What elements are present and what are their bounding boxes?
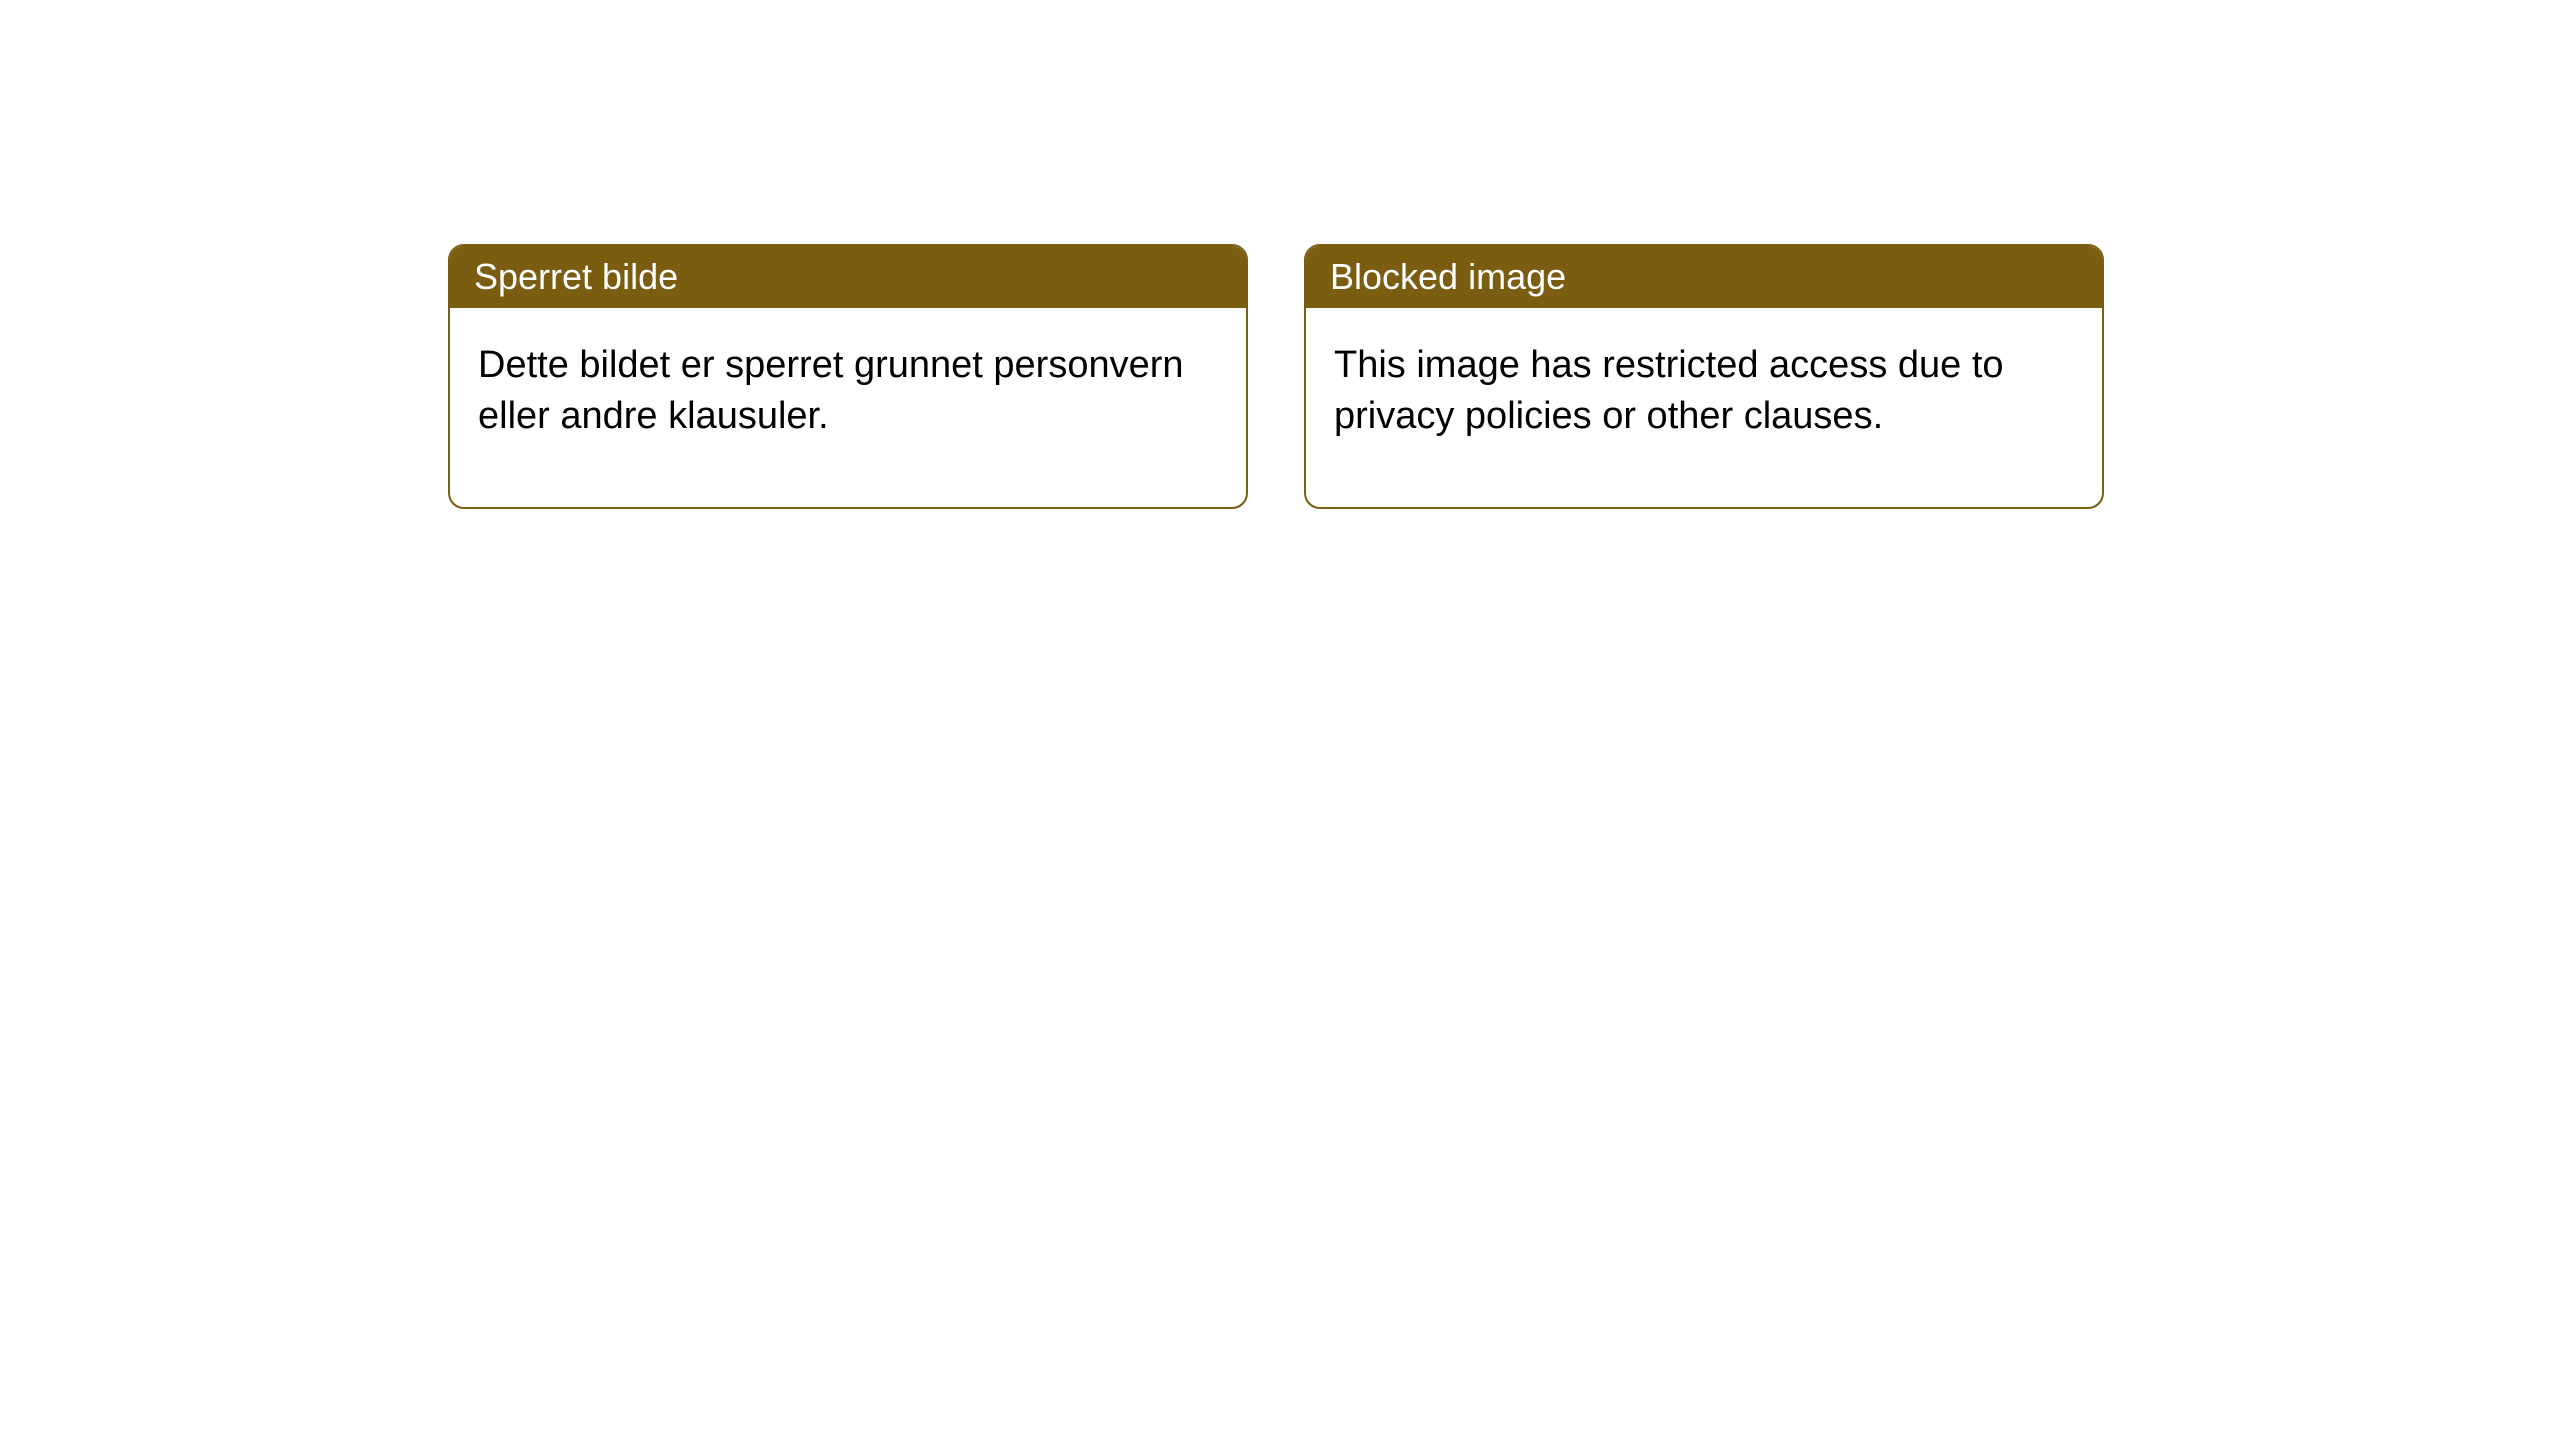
card-header: Blocked image	[1306, 246, 2102, 308]
notice-container: Sperret bilde Dette bildet er sperret gr…	[448, 244, 2104, 509]
notice-card-norwegian: Sperret bilde Dette bildet er sperret gr…	[448, 244, 1248, 509]
card-header: Sperret bilde	[450, 246, 1246, 308]
card-message: Dette bildet er sperret grunnet personve…	[478, 344, 1184, 437]
card-title: Sperret bilde	[474, 256, 678, 297]
card-body: Dette bildet er sperret grunnet personve…	[450, 308, 1246, 507]
card-body: This image has restricted access due to …	[1306, 308, 2102, 507]
card-title: Blocked image	[1330, 256, 1566, 297]
notice-card-english: Blocked image This image has restricted …	[1304, 244, 2104, 509]
card-message: This image has restricted access due to …	[1334, 344, 2004, 437]
